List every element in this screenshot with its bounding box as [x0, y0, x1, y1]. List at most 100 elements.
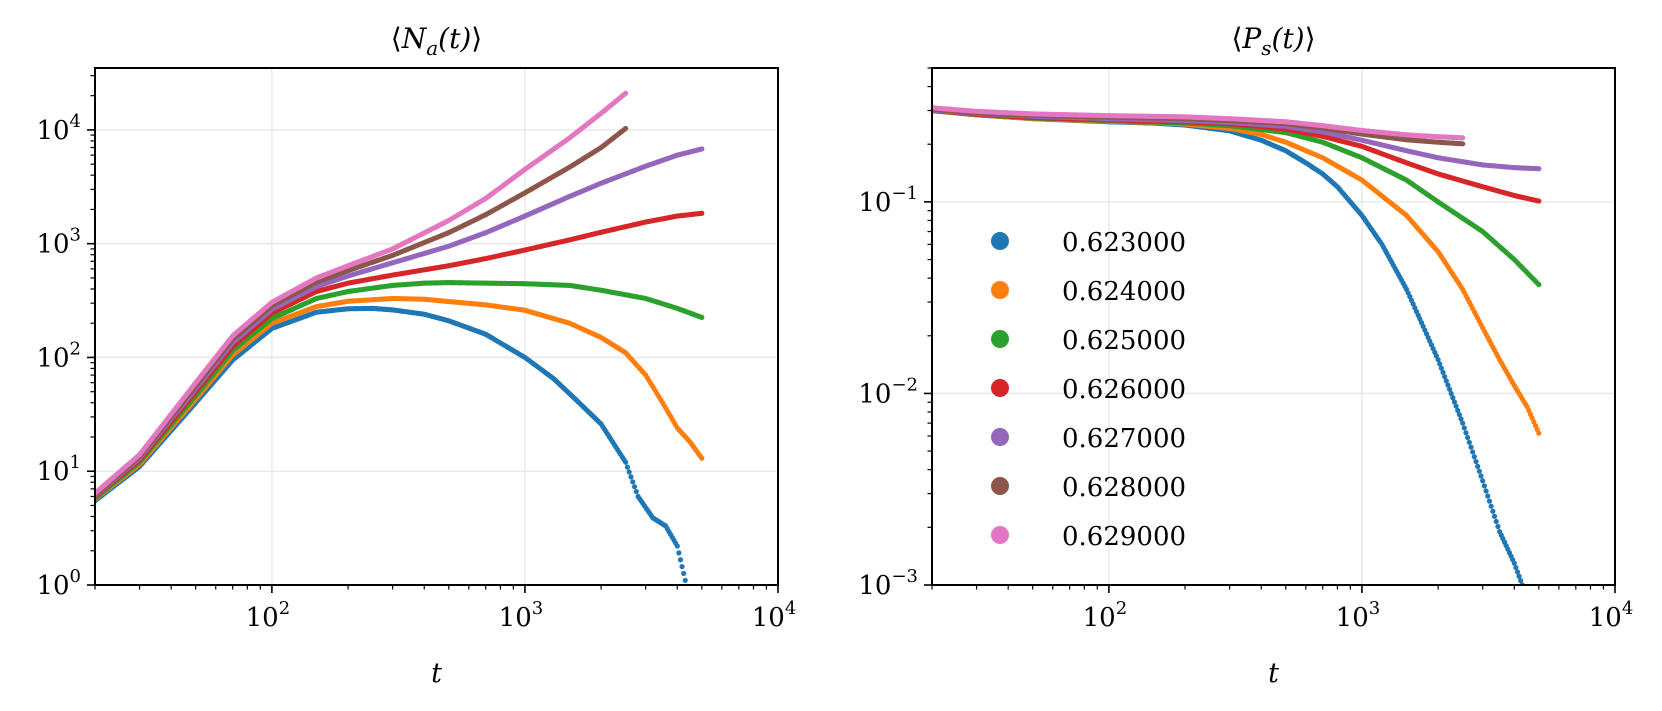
data-point: [1486, 498, 1493, 504]
y-tick-exponent: 1: [70, 452, 81, 473]
data-point: [1460, 135, 1466, 141]
data-point: [1437, 361, 1443, 367]
data-point: [1460, 420, 1466, 426]
data-point: [630, 479, 636, 485]
data-point: [1468, 444, 1474, 450]
y-tick-exponent: 4: [70, 111, 81, 132]
data-point: [1460, 141, 1466, 147]
series-0.623000: [95, 305, 688, 583]
data-point: [623, 90, 629, 96]
data-point: [633, 488, 639, 495]
chart-title: ⟨Na(t)⟩: [391, 22, 482, 60]
title-left-bracket: ⟨: [391, 22, 402, 55]
data-point: [628, 474, 634, 480]
data-point: [1491, 513, 1498, 519]
series-0.628000: [95, 125, 629, 498]
data-point: [1511, 560, 1517, 566]
y-tick-base: 10: [36, 571, 69, 601]
y-tick-label: 104: [36, 111, 81, 146]
data-point: [1450, 395, 1456, 401]
data-point: [1495, 523, 1501, 530]
data-point: [676, 550, 682, 556]
data-point: [1440, 369, 1446, 375]
data-point: [1476, 468, 1482, 474]
y-tick-label: 102: [36, 338, 81, 373]
data-point: [1478, 473, 1484, 479]
data-point: [1475, 463, 1481, 469]
data-point: [1483, 488, 1489, 494]
series-0.629000: [932, 105, 1466, 141]
data-point: [699, 210, 705, 216]
data-point: [1470, 449, 1476, 455]
data-point: [1438, 365, 1444, 371]
data-point: [674, 543, 680, 549]
title-subscript: a: [426, 36, 438, 60]
data-point: [679, 563, 685, 570]
data-point: [623, 125, 629, 132]
y-tick-base: 10: [36, 457, 69, 487]
y-tick-base: 10: [36, 116, 69, 146]
data-point: [1536, 430, 1542, 436]
series-group: [95, 90, 705, 583]
title-symbol: N: [401, 22, 428, 55]
series-0.627000: [95, 146, 705, 499]
x-axis-label: t: [431, 658, 442, 689]
y-tick-exponent: 2: [70, 338, 81, 359]
x-tick-label: 102: [246, 598, 291, 633]
x-tick-base: 10: [499, 603, 532, 633]
data-point: [1465, 434, 1471, 441]
data-point: [1471, 454, 1477, 460]
data-point: [1481, 483, 1487, 489]
x-tick-exponent: 2: [279, 598, 290, 619]
y-tick-base: 10: [36, 230, 69, 260]
data-point: [1536, 198, 1542, 204]
minor-ticks: [90, 75, 768, 590]
data-point: [1443, 378, 1449, 384]
data-point: [682, 577, 688, 583]
data-point: [1488, 503, 1494, 509]
data-point: [631, 484, 638, 490]
data-point: [1518, 578, 1524, 584]
x-tick-label: 104: [752, 598, 797, 633]
x-tick-exponent: 3: [532, 598, 543, 619]
series-group: [932, 105, 1542, 585]
data-point: [1456, 412, 1462, 418]
data-point: [624, 464, 631, 470]
data-point: [1446, 386, 1453, 392]
data-point: [1514, 569, 1521, 575]
data-point: [677, 557, 684, 563]
data-point: [1490, 508, 1496, 514]
y-tick-label: 103: [36, 225, 81, 260]
data-point: [1461, 425, 1467, 431]
data-point: [1455, 407, 1461, 414]
y-tick-base: 10: [36, 343, 69, 373]
data-point: [623, 459, 629, 465]
title-argument: (t): [438, 22, 471, 55]
data-point: [1493, 518, 1499, 525]
data-point: [699, 314, 705, 320]
data-point: [1485, 493, 1491, 499]
y-tick-exponent: 0: [70, 566, 81, 587]
data-point: [699, 455, 705, 461]
data-point: [1463, 430, 1469, 436]
title-right-bracket: ⟩: [471, 22, 482, 55]
data-point: [626, 469, 632, 475]
data-point: [1453, 403, 1459, 409]
series-0.623000: [932, 107, 1525, 585]
data-point: [1458, 416, 1464, 422]
y-tick-exponent: 3: [70, 225, 81, 246]
axes-frame: [94, 67, 779, 586]
data-point: [1473, 458, 1479, 465]
data-point: [1480, 478, 1486, 484]
series-0.629000: [95, 90, 629, 496]
x-tick-base: 10: [246, 603, 279, 633]
data-point: [1448, 390, 1454, 397]
data-point: [1516, 573, 1522, 579]
data-point: [681, 570, 687, 577]
x-tick-base: 10: [752, 603, 785, 633]
data-point: [699, 146, 705, 152]
chart-panel-2: 102 103 10410−310−210−1⟨Ps(t)⟩t0.6230000.6…: [858, 22, 1633, 689]
data-point: [1513, 564, 1519, 571]
